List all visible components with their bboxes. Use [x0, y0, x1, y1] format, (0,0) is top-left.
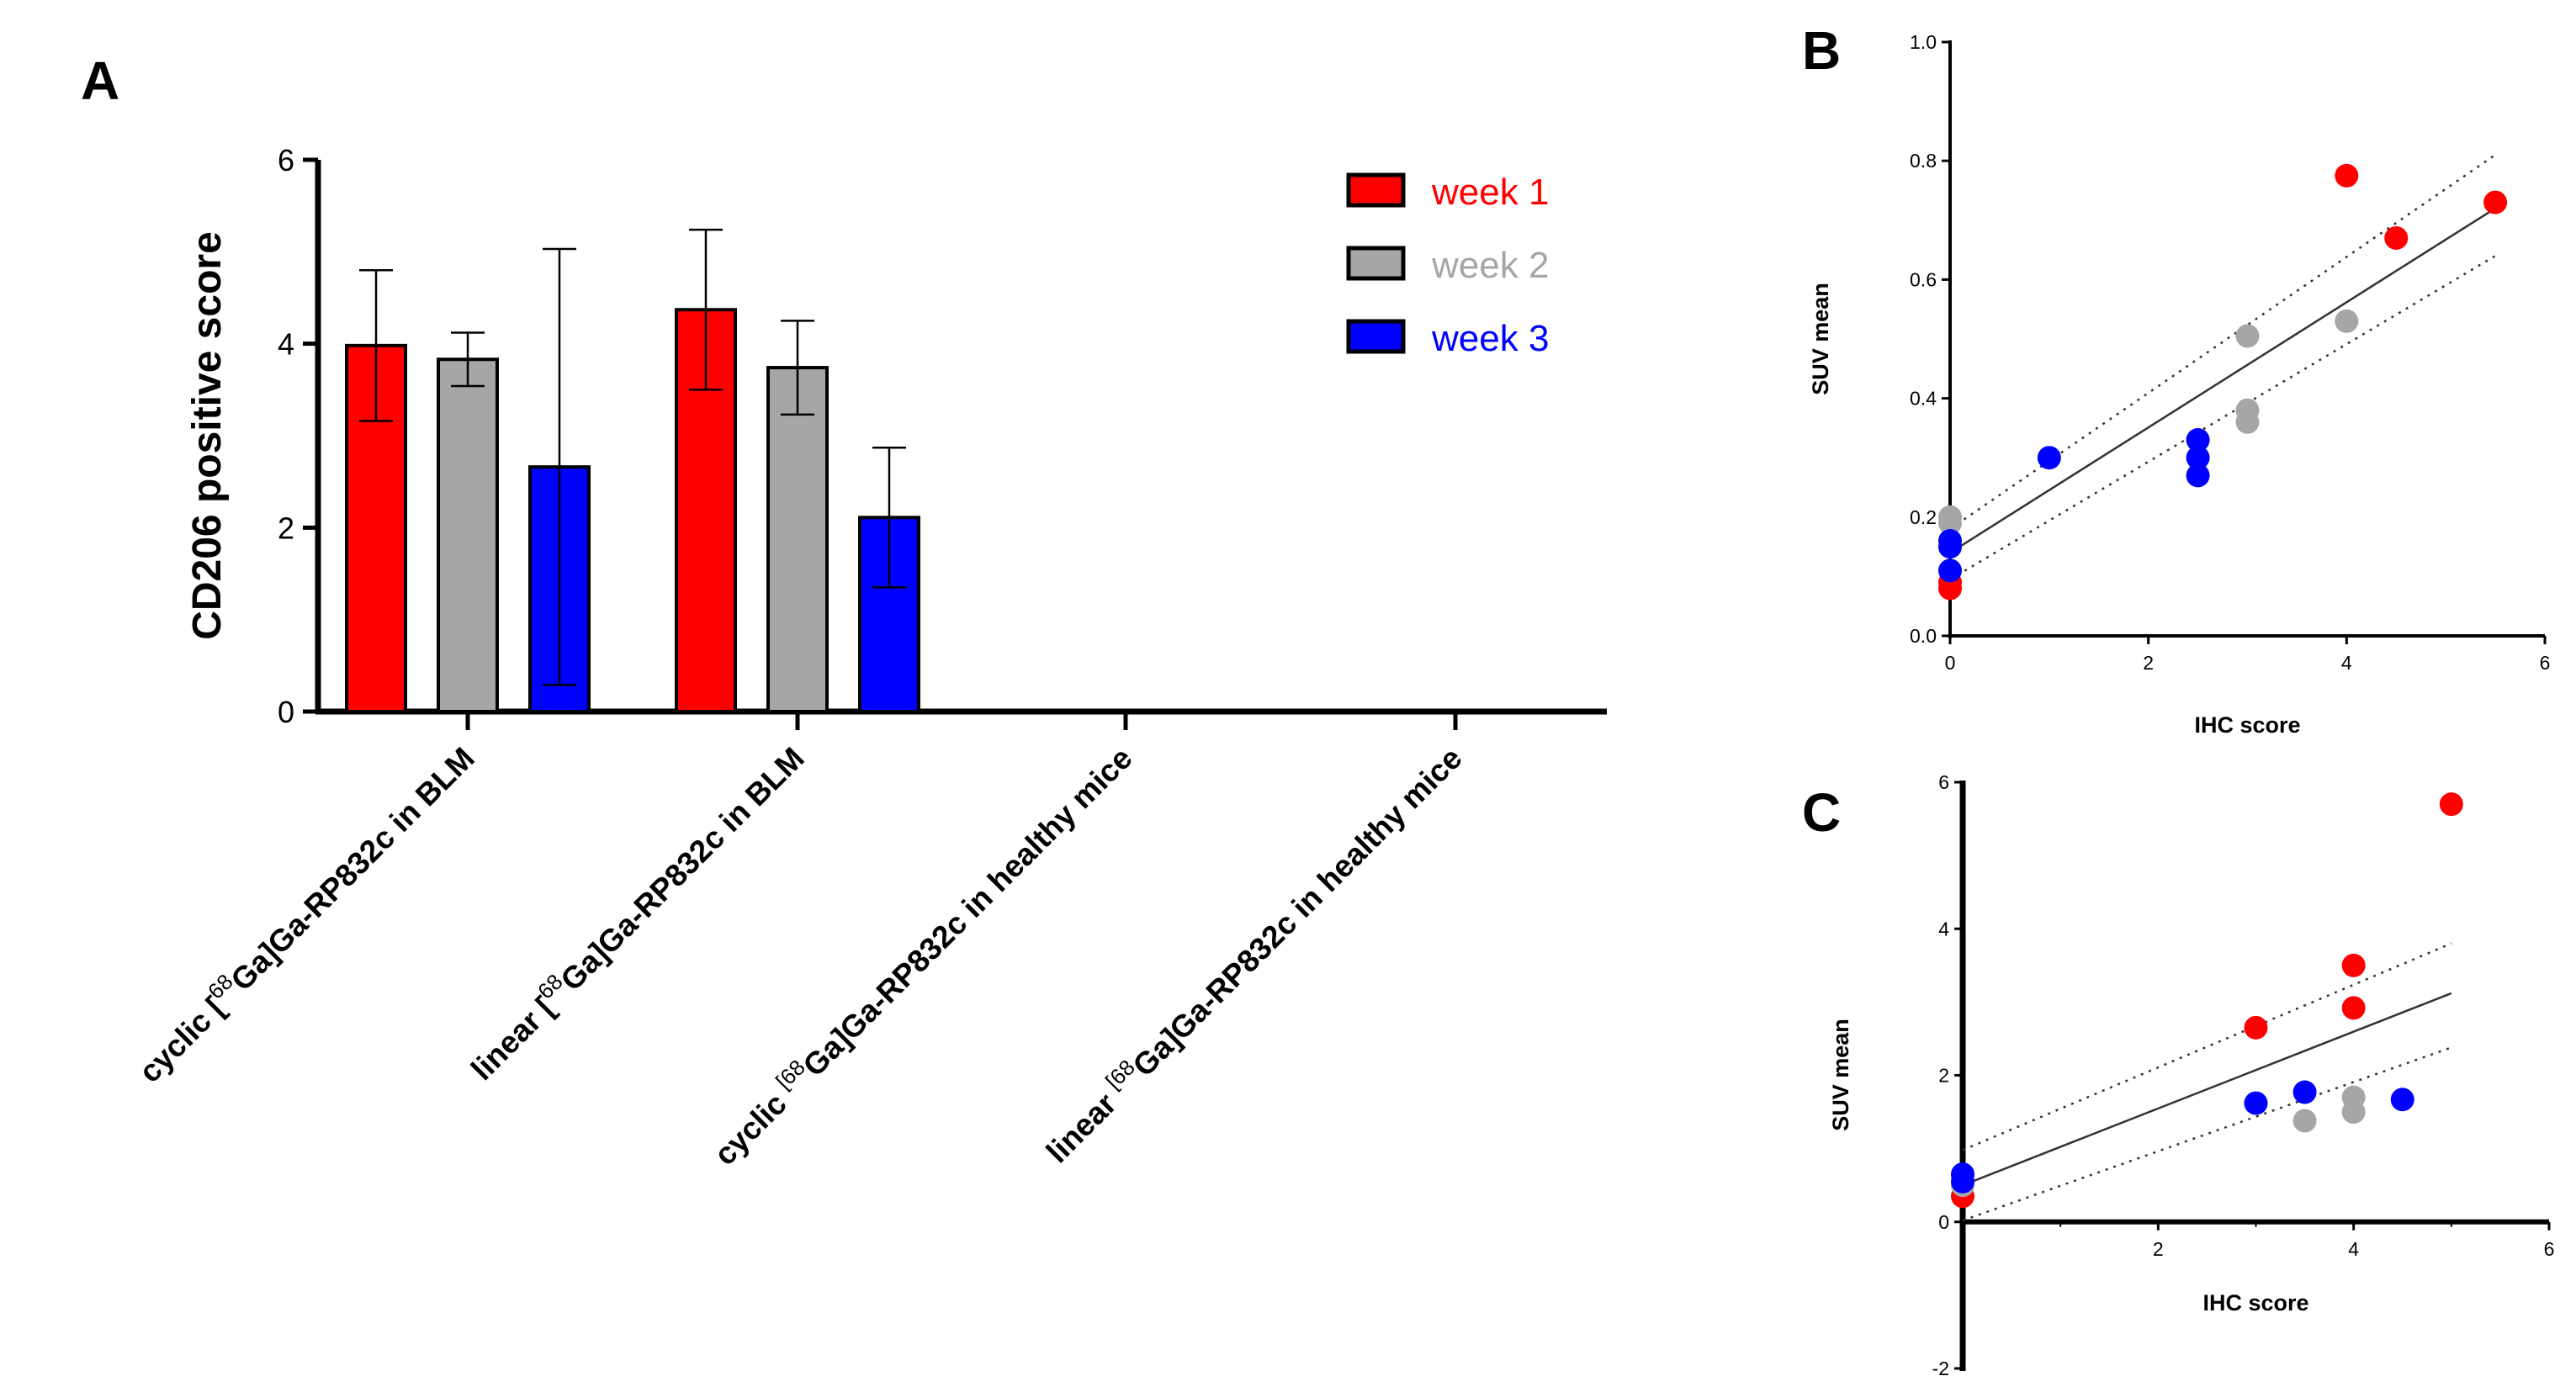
y-tick-label: 0	[1938, 1211, 1949, 1233]
legend-label-week-3: week 3	[1431, 318, 1549, 359]
regression-line	[1962, 992, 2452, 1187]
x-tick-label: 0	[1945, 652, 1956, 674]
legend-swatch-week-2	[1346, 246, 1406, 281]
data-point-week-2	[2235, 324, 2260, 348]
data-point-week-3	[2186, 446, 2210, 470]
confidence-band-upper	[1962, 942, 2452, 1151]
data-point-week-1	[2341, 996, 2366, 1020]
scatter-chart-panel-b: 0.0 0.2 0.4 0.6 0.8 1.0 0 2 4 6 IHC score SUV mean	[1808, 31, 2550, 738]
confidence-band-lower	[1962, 1046, 2452, 1222]
confidence-band-upper	[1949, 154, 2496, 530]
legend-swatch-week-1	[1346, 172, 1406, 208]
y-tick-label: 0.4	[1910, 388, 1937, 410]
confidence-band-lower	[1949, 255, 2496, 581]
legend-label-week-1: week 1	[1431, 172, 1549, 213]
x-tick-label: linear [68Ga]Ga-RP832c in BLM	[460, 737, 810, 1087]
y-axis-title: CD206 positive score	[185, 231, 230, 640]
data-point-week-1	[2244, 1015, 2268, 1040]
y-axis-title: SUV mean	[1828, 1019, 1853, 1131]
x-tick-label: 6	[2544, 1238, 2555, 1260]
y-tick-label: 0.8	[1910, 150, 1937, 172]
data-point-week-1	[2335, 163, 2359, 188]
y-axis-title: SUV mean	[1808, 283, 1833, 395]
y-tick-label: 2	[1938, 1065, 1949, 1087]
y-tick-label: -2	[1932, 1358, 1949, 1379]
bar-week-2	[437, 357, 499, 713]
data-point-week-1	[2384, 225, 2409, 250]
data-point-week-3	[1951, 1162, 1974, 1187]
data-point-week-3	[2390, 1088, 2414, 1112]
data-point-week-3	[1938, 558, 1962, 583]
x-axis-title: IHC score	[2202, 1290, 2308, 1315]
x-axis-title: IHC score	[2194, 712, 2300, 738]
x-tick-label: 2	[2153, 1238, 2164, 1260]
y-tick-label: 0.6	[1910, 268, 1937, 290]
panel-label-a: A	[81, 50, 119, 111]
x-tick-label: 6	[2540, 652, 2551, 674]
scatter-chart-panel-c: -2 0 2 4 6 2 4 6 IHC score SUV mean	[1828, 771, 2554, 1379]
data-point-week-3	[2244, 1091, 2268, 1115]
y-tick-label: 0.2	[1910, 506, 1937, 528]
legend-swatch-week-3	[1346, 319, 1406, 354]
data-point-week-1	[2483, 190, 2508, 214]
panel-label-b: B	[1802, 20, 1841, 81]
y-tick-label: 4	[278, 327, 294, 362]
data-point-week-2	[2335, 309, 2359, 333]
data-point-week-2	[2235, 410, 2260, 434]
bar-chart-panel-a: 0 2 4 6 CD206 positive score cyclic [68Ga]Ga-…	[128, 143, 1607, 1172]
y-tick-label: 0.0	[1910, 625, 1937, 647]
data-point-week-1	[2341, 953, 2366, 977]
x-tick-label: 4	[2348, 1238, 2359, 1260]
data-point-week-1	[2439, 792, 2463, 817]
y-tick-label: 0	[278, 695, 294, 729]
data-point-week-3	[2186, 428, 2210, 453]
y-tick-label: 1.0	[1910, 31, 1937, 53]
x-tick-label: 4	[2341, 652, 2352, 674]
data-point-week-3	[2037, 446, 2061, 470]
y-tick-label: 4	[1938, 918, 1949, 939]
x-tick-label: cyclic [68Ga]Ga-RP832c in BLM	[128, 737, 480, 1089]
y-tick-label: 2	[278, 511, 294, 545]
data-point-week-3	[2292, 1080, 2317, 1104]
bar-week-2	[766, 366, 829, 713]
x-tick-label: 2	[2143, 652, 2154, 674]
data-point-week-2	[2292, 1109, 2317, 1133]
y-tick-label: 6	[278, 143, 294, 177]
data-point-week-3	[1938, 535, 1962, 559]
data-point-week-2	[2341, 1100, 2366, 1125]
data-point-week-3	[2186, 463, 2210, 488]
y-tick-label: 6	[1938, 771, 1949, 793]
panel-label-c: C	[1802, 782, 1841, 843]
regression-line	[1949, 207, 2496, 554]
legend-label-week-2: week 2	[1431, 245, 1549, 286]
data-point-week-2	[1938, 505, 1962, 529]
